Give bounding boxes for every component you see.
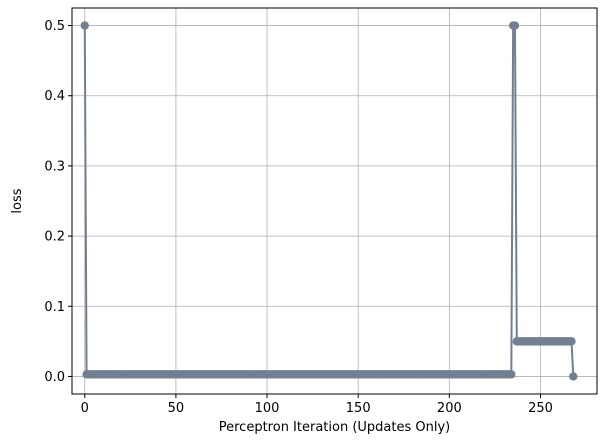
loss-point (569, 372, 578, 381)
y-tick-label: 0.4 (44, 89, 65, 104)
loss-point (507, 370, 516, 379)
x-axis-label: Perceptron Iteration (Updates Only) (219, 420, 451, 435)
y-tick-label: 0.5 (44, 19, 65, 34)
y-tick-label: 0.3 (44, 159, 65, 174)
x-tick-label: 250 (528, 401, 553, 416)
loss-point (80, 21, 89, 30)
x-tick-label: 50 (168, 401, 185, 416)
y-tick-label: 0.2 (44, 230, 65, 245)
x-tick-label: 150 (346, 401, 371, 416)
y-axis-ticks: 0.0 0.1 0.2 0.3 0.4 0.5 (44, 19, 72, 385)
x-tick-label: 100 (255, 401, 280, 416)
y-axis-label: loss (10, 188, 25, 213)
loss-point (567, 337, 576, 346)
series-layer (80, 21, 578, 381)
y-tick-label: 0.0 (44, 370, 65, 385)
loss-point (510, 21, 520, 30)
plot-frame (71, 7, 598, 395)
x-tick-label: 0 (81, 401, 89, 416)
x-axis-ticks: 0 50 100 150 200 250 (81, 394, 553, 416)
y-tick-label: 0.1 (44, 300, 65, 315)
x-tick-label: 200 (437, 401, 462, 416)
